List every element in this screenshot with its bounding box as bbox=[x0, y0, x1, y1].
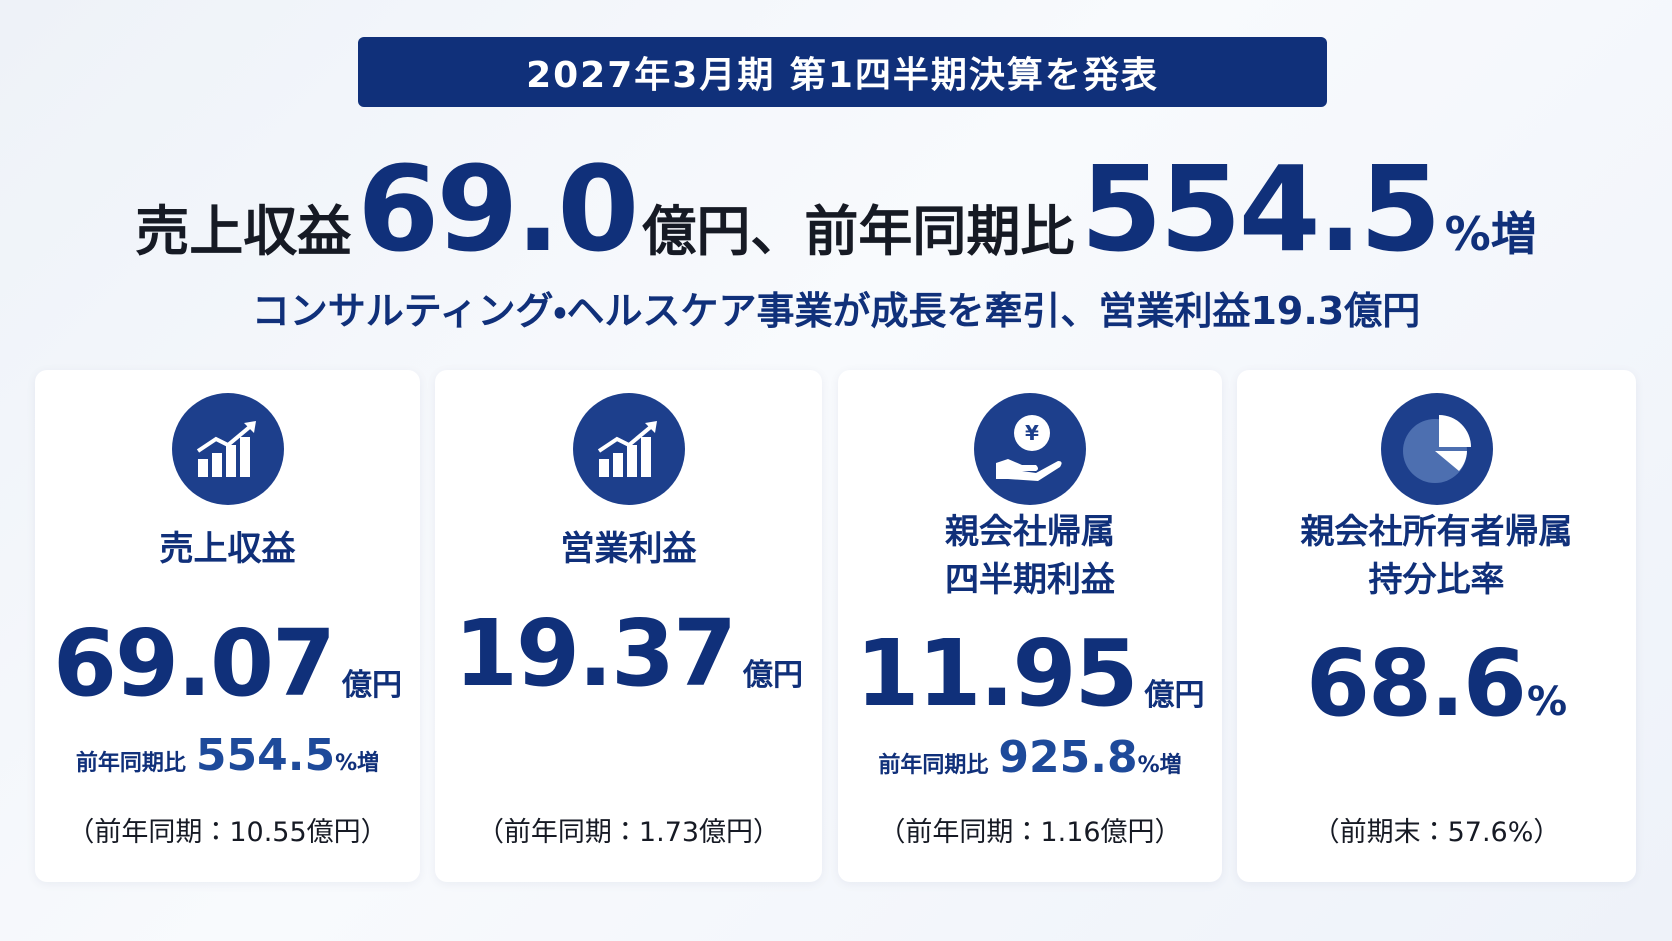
icon bbox=[1380, 393, 1493, 505]
prior: （前年同期：1.16億円） bbox=[878, 817, 1182, 848]
card-value: 69.07 億円 bbox=[35, 610, 420, 717]
card-label: 売上収益 bbox=[35, 525, 420, 573]
yoy: 前年同期比 554.5 %増 bbox=[35, 730, 420, 781]
card: ¥ 親会社帰属四半期利益 11.95 億円 前年同期比 925.8 %増 （前年同期：… bbox=[838, 370, 1222, 882]
card-value: 19.37 億円 bbox=[435, 600, 822, 707]
headline-label: 売上収益 bbox=[135, 200, 352, 263]
label-line: 四半期利益 bbox=[945, 560, 1115, 600]
yoy-unit: %増 bbox=[1137, 753, 1182, 778]
card-label: 親会社帰属四半期利益 bbox=[838, 508, 1222, 604]
yoy-value: 925.8 bbox=[998, 732, 1138, 783]
yoy-label: 前年同期比 bbox=[878, 753, 989, 778]
headline-growth: 554.5 bbox=[1080, 140, 1441, 278]
card: 営業利益 19.37 億円 （前年同期：1.73億円） bbox=[435, 370, 822, 882]
prior: （前年同期：10.55億円） bbox=[67, 817, 388, 848]
label-line: 親会社所有者帰属 bbox=[1300, 512, 1573, 552]
value: 19.37 bbox=[453, 600, 737, 707]
value: 11.95 bbox=[855, 620, 1138, 727]
icon bbox=[171, 393, 284, 505]
value: 68.6 bbox=[1305, 630, 1527, 737]
yoy-value: 554.5 bbox=[195, 730, 336, 781]
card-value: 68.6% bbox=[1237, 630, 1636, 737]
unit: 億円 bbox=[1144, 678, 1205, 713]
headline-growth-unit: %増 bbox=[1444, 207, 1537, 261]
card-label: 営業利益 bbox=[435, 525, 822, 573]
headline-connector: 億円、前年同期比 bbox=[642, 200, 1075, 263]
icon bbox=[572, 393, 685, 505]
headline: 売上収益 69.0 億円、前年同期比 554.5 %増 bbox=[0, 140, 1672, 278]
icon: ¥ bbox=[974, 393, 1086, 505]
label-line: 売上収益 bbox=[159, 529, 296, 569]
subheadline: コンサルティング・ヘルスケア事業が成長を牽引、営業利益19.3億円 bbox=[251, 289, 1421, 333]
card: 売上収益 69.07 億円 前年同期比 554.5 %増 （前年同期：10.55億円） bbox=[35, 370, 420, 882]
label-line: 親会社帰属 bbox=[945, 512, 1115, 552]
label-line: 営業利益 bbox=[560, 529, 697, 569]
unit: 億円 bbox=[342, 668, 402, 703]
card: 親会社所有者帰属 持分比率 68.6% （前期末：57.6%） bbox=[1237, 370, 1636, 882]
prior: （前期末：57.6%） bbox=[1312, 817, 1561, 848]
label-line: 持分比率 bbox=[1368, 560, 1505, 600]
card-value: 11.95 億円 bbox=[838, 620, 1222, 727]
yoy: 前年同期比 925.8 %増 bbox=[838, 732, 1222, 783]
unit: 億円 bbox=[743, 658, 803, 693]
banner: 2027年3月期 第1四半期決算を発表 bbox=[358, 37, 1327, 107]
yoy-unit: %増 bbox=[335, 751, 380, 776]
svg-text:¥: ¥ bbox=[1025, 421, 1039, 445]
value: 69.07 bbox=[52, 610, 336, 717]
yoy-label: 前年同期比 bbox=[75, 751, 186, 776]
headline-value: 69.0 bbox=[357, 140, 639, 278]
prior: （前年同期：1.73億円） bbox=[476, 817, 781, 848]
unit: % bbox=[1526, 679, 1568, 725]
card-label: 親会社所有者帰属 持分比率 bbox=[1237, 508, 1636, 604]
